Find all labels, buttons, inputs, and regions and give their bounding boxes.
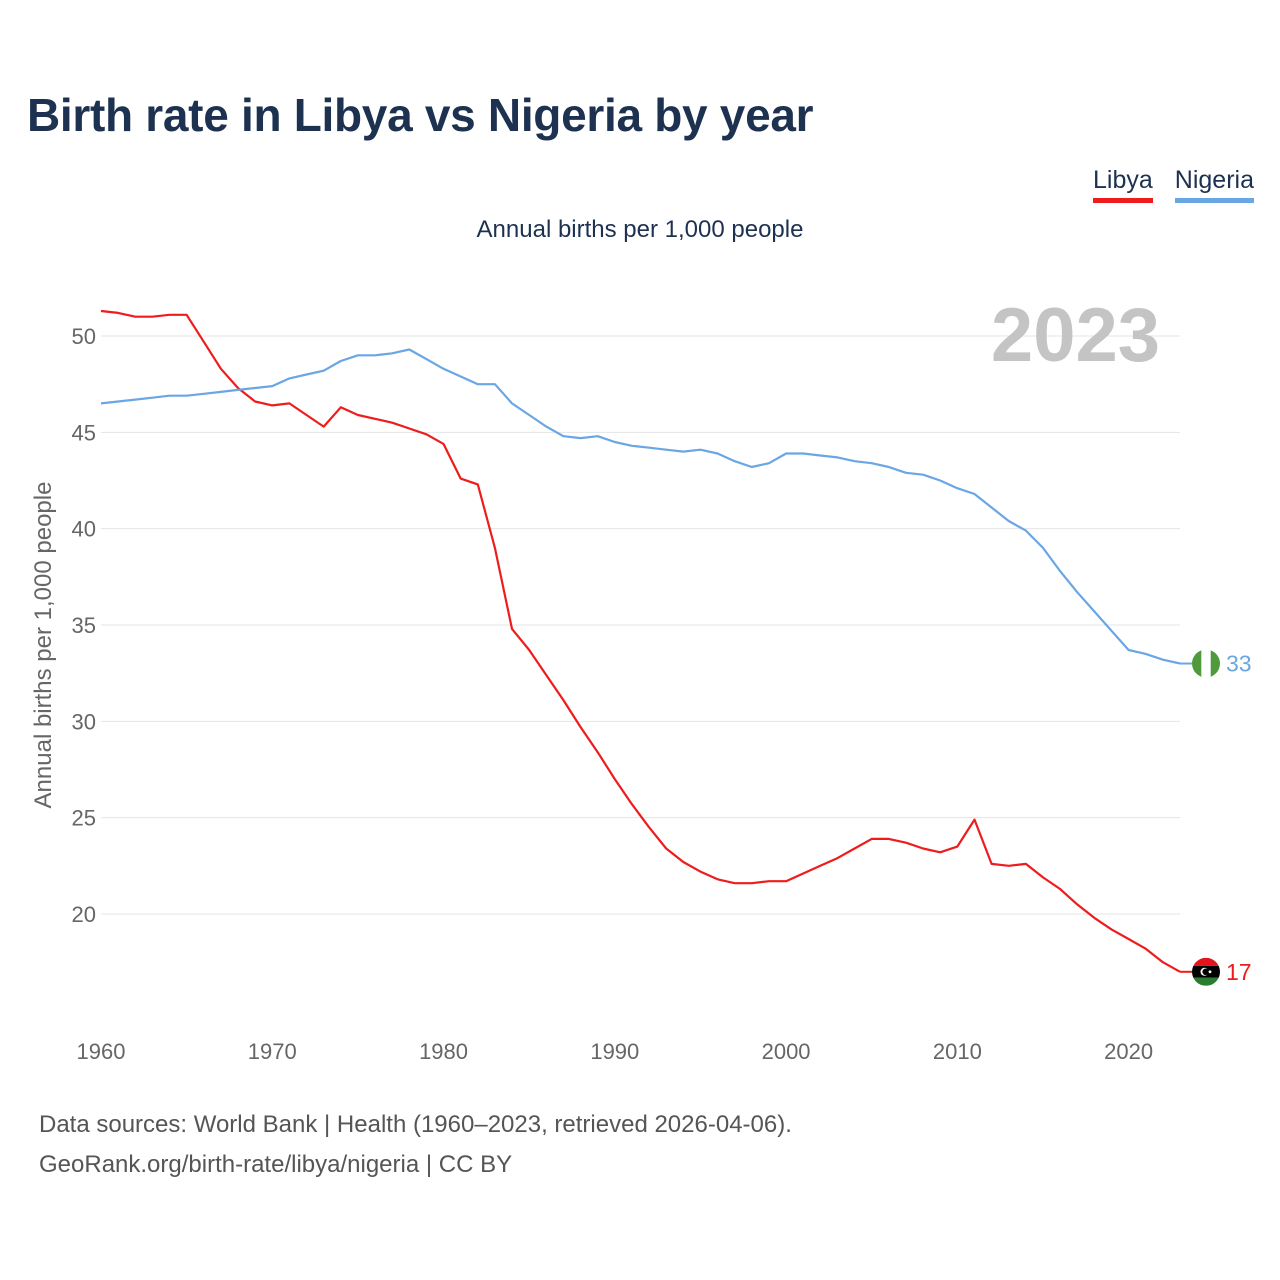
- x-tick-1970: 1970: [248, 1039, 297, 1064]
- series-line-libya[interactable]: [100, 309, 1181, 973]
- legend-item-libya[interactable]: Libya: [1093, 166, 1153, 203]
- end-markers: [1192, 649, 1220, 986]
- data-source-text: Data sources: World Bank | Health (1960–…: [39, 1111, 792, 1138]
- year-watermark: 2023: [991, 293, 1160, 378]
- footer: Data sources: World Bank | Health (1960–…: [39, 1105, 792, 1185]
- line-chart: 2023 20 25 30 35 40 45 50 1960 1970 1980 1990 2000…: [30, 293, 1252, 1064]
- grid-lines: [101, 335, 1180, 915]
- libya-flag-icon: [1192, 957, 1220, 986]
- x-tick-1990: 1990: [590, 1039, 639, 1064]
- y-tick-35: 35: [72, 613, 96, 638]
- x-axis: 1960 1970 1980 1990 2000 2010 2020: [77, 1039, 1154, 1064]
- y-axis: 20 25 30 35 40 45 50: [72, 324, 96, 927]
- x-tick-2010: 2010: [933, 1039, 982, 1064]
- series-line-nigeria[interactable]: [100, 348, 1181, 665]
- nigeria-flag-icon: [1192, 649, 1220, 678]
- y-tick-25: 25: [72, 806, 96, 831]
- x-tick-2000: 2000: [762, 1039, 811, 1064]
- y-axis-label: Annual births per 1,000 people: [30, 482, 57, 809]
- end-label-libya: 17: [1226, 959, 1252, 985]
- y-tick-45: 45: [72, 420, 96, 445]
- x-tick-2020: 2020: [1104, 1039, 1153, 1064]
- end-label-nigeria: 33: [1226, 651, 1252, 677]
- legend-item-nigeria[interactable]: Nigeria: [1174, 166, 1254, 203]
- x-tick-1960: 1960: [77, 1039, 126, 1064]
- x-tick-1980: 1980: [419, 1039, 468, 1064]
- source-link-text[interactable]: GeoRank.org/birth-rate/libya/nigeria | C…: [39, 1151, 513, 1178]
- y-tick-50: 50: [72, 324, 96, 349]
- legend: Libya Nigeria: [1093, 166, 1254, 203]
- chart-title: Birth rate in Libya vs Nigeria by year: [27, 89, 814, 141]
- y-tick-30: 30: [72, 709, 96, 734]
- y-tick-20: 20: [72, 902, 96, 927]
- y-tick-40: 40: [72, 517, 96, 542]
- series-lines: [100, 309, 1181, 973]
- chart-subtitle: Annual births per 1,000 people: [476, 216, 804, 243]
